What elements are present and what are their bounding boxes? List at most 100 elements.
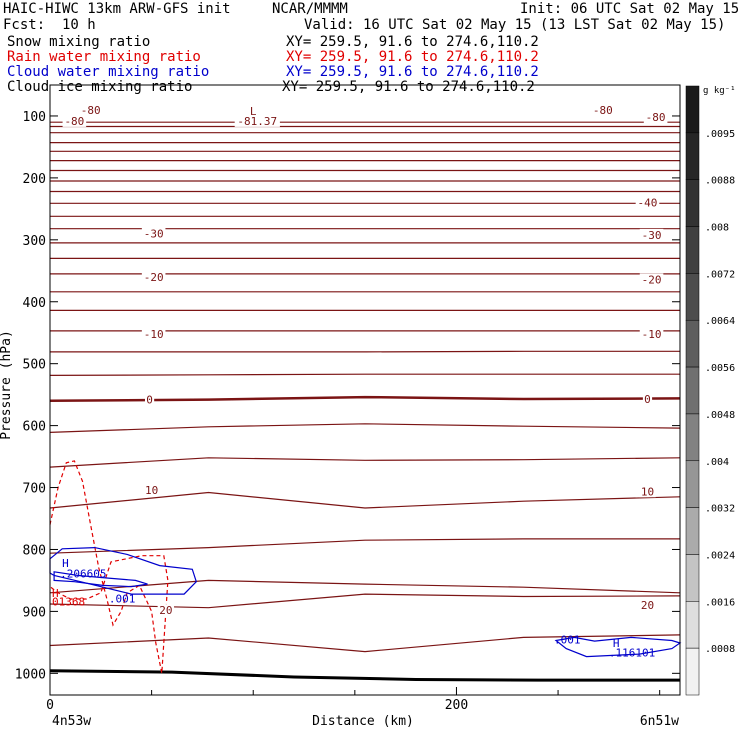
isotherm-label: -80	[593, 104, 613, 117]
cloud-water-label: .116101	[609, 646, 655, 659]
right-endpoint-label: 6n51w	[640, 714, 679, 729]
colorbar-label: .0008	[705, 644, 735, 655]
colorbar: .0095 .0088 .008 .0072 .0064 .0056 .0048 .004 .0…	[685, 85, 735, 696]
colorbar-label: .004	[705, 457, 729, 468]
colorbar-swatch	[685, 179, 700, 227]
cloud-water-label: .206605	[60, 568, 106, 581]
field-name-snow: Snow mixing ratio	[7, 34, 151, 50]
colorbar-label: .0048	[705, 410, 735, 421]
isotherm-line	[49, 593, 681, 609]
rain-water-contour	[49, 460, 169, 674]
colorbar-swatch	[685, 366, 700, 415]
isotherm-label-bg	[639, 599, 656, 612]
isotherm-line	[49, 579, 681, 594]
colorbar-label: .0064	[705, 316, 735, 327]
y-tick-label: 500	[23, 358, 46, 373]
y-tick-label: 700	[23, 482, 46, 497]
cloud-water-contour	[53, 571, 148, 588]
isotherm-label: -40	[638, 197, 658, 210]
field-name-rain: Rain water mixing ratio	[7, 49, 201, 65]
y-axis-label: Pressure (hPa)	[0, 330, 14, 440]
y-tick-label: 300	[23, 234, 46, 249]
colorbar-swatch	[685, 132, 700, 180]
field-name-cloud-water: Cloud water mixing ratio	[7, 64, 210, 80]
colorbar-swatch	[685, 226, 700, 274]
x-tick-label: 0	[46, 698, 54, 713]
cloud-water-label: .001	[554, 633, 581, 646]
isotherm-label: 20	[159, 604, 172, 617]
colorbar-swatch	[685, 85, 700, 134]
isotherm-label: 10	[145, 484, 158, 497]
isotherm-label-bg	[141, 227, 166, 240]
isotherm-line	[49, 491, 681, 509]
colorbar-label: .0056	[705, 363, 735, 374]
temperature-extremum-label: -81.37	[237, 115, 277, 128]
isotherm-label-bg	[141, 327, 166, 340]
x-tick-label: 200	[445, 698, 468, 713]
colorbar-swatch	[685, 507, 700, 555]
isotherm-label-bg	[78, 103, 103, 116]
isotherm-label: 10	[641, 485, 654, 498]
plot-area: -80 -80-80 -80-40-30 -30-20 -20-10 -100 010 102…	[49, 103, 682, 682]
field-xy-cloud-ice: XY= 259.5, 91.6 to 274.6,110.2	[282, 79, 535, 95]
isotherm-label-bg	[590, 103, 615, 116]
isotherm-line	[49, 395, 681, 403]
isotherm-label-bg	[141, 270, 166, 283]
colorbar-label: .0016	[705, 597, 735, 608]
field-xy-rain: XY= 259.5, 91.6 to 274.6,110.2	[286, 49, 539, 65]
isotherm-line	[49, 423, 681, 433]
isotherm-line	[49, 373, 680, 376]
isotherm-label-bg	[639, 485, 656, 498]
y-tick-label: 1000	[15, 667, 46, 682]
isotherm-label-bg	[639, 327, 664, 340]
colorbar-swatch	[685, 601, 700, 649]
temperature-extremum-label-bg	[234, 114, 280, 127]
isotherm-label: -10	[144, 328, 164, 341]
isotherm-label-bg	[62, 114, 87, 127]
field-xy-cloud-water: XY= 259.5, 91.6 to 274.6,110.2	[286, 64, 539, 80]
cloud-water-label: H	[613, 637, 620, 650]
temperature-extremum-label: L	[250, 105, 257, 118]
isotherm-label: -80	[81, 104, 101, 117]
model-title: HAIC-HIWC 13km ARW-GFS init	[3, 1, 231, 17]
isotherm-label-bg	[635, 196, 660, 209]
isotherm-label-bg	[157, 604, 175, 617]
x-axis-label: Distance (km)	[312, 714, 414, 729]
colorbar-label: .008	[705, 223, 729, 234]
colorbar-unit: g kg⁻¹	[703, 86, 736, 96]
isotherm-label: -30	[642, 229, 662, 242]
colorbar-label: .0032	[705, 504, 735, 515]
field-name-cloud-ice: Cloud ice mixing ratio	[7, 79, 193, 95]
colorbar-label: .0072	[705, 269, 735, 280]
y-tick-label: 200	[23, 172, 46, 187]
isotherm-label-bg	[143, 484, 160, 497]
left-endpoint-label: 4n53w	[52, 714, 91, 729]
isotherm-line	[49, 538, 680, 554]
colorbar-label: .0088	[705, 176, 735, 187]
forecast-hour: 10 h	[62, 17, 96, 33]
colorbar-swatch	[685, 554, 700, 602]
isotherm-label-bg	[144, 393, 155, 406]
org-label: NCAR/MMMM	[272, 1, 348, 17]
isotherm-label: -30	[144, 228, 164, 241]
y-tick-label: 900	[23, 605, 46, 620]
colorbar-label: .0024	[705, 550, 735, 561]
isotherm-label-bg	[643, 111, 668, 124]
isotherm-line	[50, 350, 680, 353]
cloud-water-label: H	[62, 557, 69, 570]
temperature-extremum-label-bg	[248, 105, 258, 118]
colorbar-swatch	[685, 460, 700, 508]
isotherm-line	[49, 457, 681, 468]
y-tick-label: 800	[23, 543, 46, 558]
valid-time: Valid: 16 UTC Sat 02 May 15 (13 LST Sat …	[304, 17, 726, 33]
y-tick-label: 100	[23, 110, 46, 125]
isotherm-label: -80	[64, 115, 84, 128]
forecast-label: Fcst:	[3, 17, 46, 33]
y-tick-label: 400	[23, 296, 46, 311]
colorbar-label: .0095	[705, 129, 735, 140]
isotherm-label: -20	[642, 273, 662, 286]
colorbar-swatch	[685, 273, 700, 321]
isotherm-label: 0	[644, 393, 651, 406]
